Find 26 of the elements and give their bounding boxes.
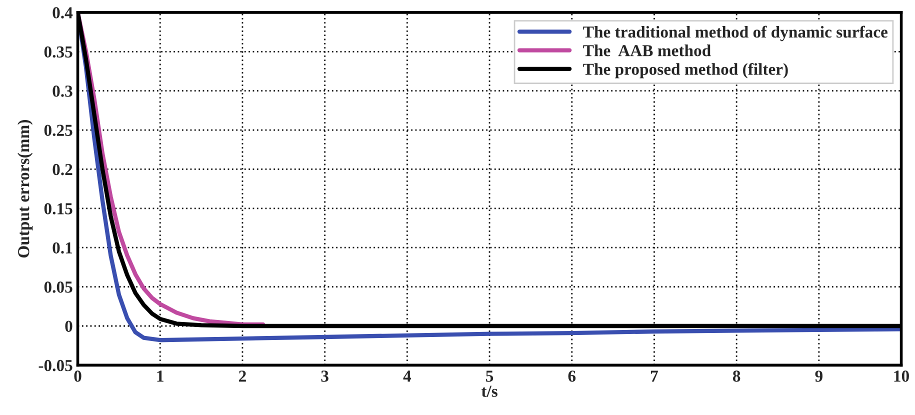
x-axis-title: t/s — [481, 386, 498, 397]
legend-label: The proposed method (filter) — [583, 62, 788, 78]
x-tick-label: 10 — [894, 370, 909, 382]
legend-label: The traditional method of dynamic surface — [583, 26, 888, 42]
y-tick-label: 0.05 — [44, 282, 72, 293]
legend-label: The AAB method — [583, 44, 711, 56]
y-tick-label: 0 — [65, 320, 72, 332]
x-tick-label: 6 — [568, 370, 576, 382]
x-tick-label: 8 — [732, 370, 740, 382]
x-tick-label: 2 — [239, 370, 246, 382]
y-tick-label: 0.2 — [52, 164, 72, 176]
y-tick-label: 0.15 — [44, 203, 72, 214]
y-axis-title: Output errors(mm) — [18, 120, 33, 258]
x-tick-label: 0 — [74, 370, 82, 382]
x-tick-label: 4 — [403, 370, 412, 382]
x-tick-label: 1 — [157, 370, 164, 382]
y-tick-label: 0.25 — [44, 124, 72, 136]
x-tick-label: 5 — [486, 370, 494, 382]
x-tick-label: 7 — [651, 370, 658, 382]
y-tick-label: 0.1 — [52, 242, 72, 254]
y-tick-label: 0.4 — [52, 7, 73, 18]
y-tick-label: 0.35 — [44, 46, 72, 58]
y-tick-label: 0.3 — [52, 86, 72, 97]
x-tick-label: 3 — [321, 370, 328, 382]
y-tick-label: -0.05 — [38, 360, 72, 372]
x-tick-label: 9 — [815, 370, 822, 382]
